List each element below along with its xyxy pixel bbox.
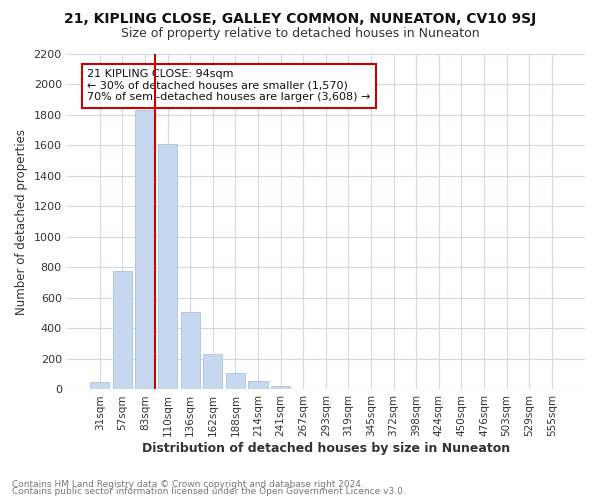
Bar [203, 354, 223, 390]
Bar [271, 386, 290, 390]
Bar [113, 272, 132, 390]
Bar [90, 382, 109, 390]
Y-axis label: Number of detached properties: Number of detached properties [15, 128, 28, 314]
Bar [226, 374, 245, 390]
Text: 21 KIPLING CLOSE: 94sqm
← 30% of detached houses are smaller (1,570)
70% of semi: 21 KIPLING CLOSE: 94sqm ← 30% of detache… [88, 69, 371, 102]
Bar [136, 110, 155, 390]
Bar [158, 144, 177, 390]
Text: Contains HM Land Registry data © Crown copyright and database right 2024.: Contains HM Land Registry data © Crown c… [12, 480, 364, 489]
Text: Size of property relative to detached houses in Nuneaton: Size of property relative to detached ho… [121, 28, 479, 40]
Bar [181, 312, 200, 390]
Bar [248, 381, 268, 390]
X-axis label: Distribution of detached houses by size in Nuneaton: Distribution of detached houses by size … [142, 442, 510, 455]
Text: 21, KIPLING CLOSE, GALLEY COMMON, NUNEATON, CV10 9SJ: 21, KIPLING CLOSE, GALLEY COMMON, NUNEAT… [64, 12, 536, 26]
Text: Contains public sector information licensed under the Open Government Licence v3: Contains public sector information licen… [12, 487, 406, 496]
